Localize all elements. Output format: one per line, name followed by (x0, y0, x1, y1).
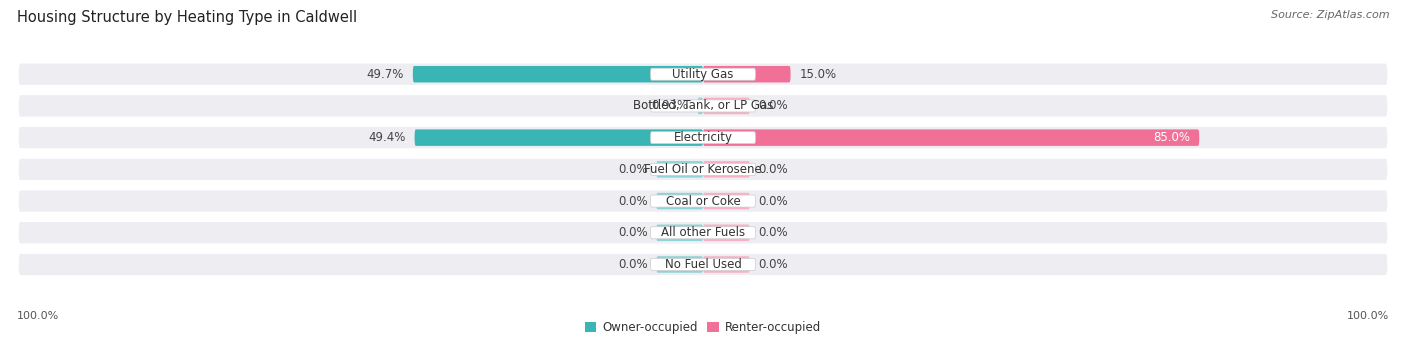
FancyBboxPatch shape (413, 66, 703, 83)
FancyBboxPatch shape (651, 227, 755, 239)
FancyBboxPatch shape (703, 193, 749, 209)
Text: 49.7%: 49.7% (367, 68, 404, 81)
FancyBboxPatch shape (17, 220, 1389, 245)
Text: 0.0%: 0.0% (758, 226, 789, 239)
FancyBboxPatch shape (651, 132, 755, 144)
Text: Utility Gas: Utility Gas (672, 68, 734, 81)
FancyBboxPatch shape (651, 195, 755, 207)
Text: 15.0%: 15.0% (800, 68, 837, 81)
Text: 0.0%: 0.0% (617, 258, 648, 271)
FancyBboxPatch shape (651, 258, 755, 270)
Text: Source: ZipAtlas.com: Source: ZipAtlas.com (1271, 10, 1389, 20)
FancyBboxPatch shape (697, 98, 703, 114)
FancyBboxPatch shape (657, 224, 703, 241)
Text: 0.0%: 0.0% (758, 258, 789, 271)
FancyBboxPatch shape (17, 93, 1389, 118)
Text: 0.93%: 0.93% (652, 100, 689, 113)
Text: Electricity: Electricity (673, 131, 733, 144)
FancyBboxPatch shape (703, 224, 749, 241)
FancyBboxPatch shape (17, 252, 1389, 277)
Text: 0.0%: 0.0% (617, 195, 648, 208)
FancyBboxPatch shape (703, 98, 749, 114)
Text: 0.0%: 0.0% (617, 163, 648, 176)
Text: 100.0%: 100.0% (17, 311, 59, 321)
FancyBboxPatch shape (17, 62, 1389, 87)
FancyBboxPatch shape (17, 189, 1389, 213)
FancyBboxPatch shape (651, 68, 755, 80)
Text: 0.0%: 0.0% (758, 195, 789, 208)
Legend: Owner-occupied, Renter-occupied: Owner-occupied, Renter-occupied (579, 316, 827, 339)
FancyBboxPatch shape (657, 161, 703, 178)
Text: 0.0%: 0.0% (617, 226, 648, 239)
FancyBboxPatch shape (17, 125, 1389, 150)
Text: All other Fuels: All other Fuels (661, 226, 745, 239)
Text: Coal or Coke: Coal or Coke (665, 195, 741, 208)
FancyBboxPatch shape (703, 256, 749, 273)
FancyBboxPatch shape (703, 161, 749, 178)
Text: No Fuel Used: No Fuel Used (665, 258, 741, 271)
FancyBboxPatch shape (703, 66, 790, 83)
Text: Bottled, Tank, or LP Gas: Bottled, Tank, or LP Gas (633, 100, 773, 113)
FancyBboxPatch shape (651, 100, 755, 112)
FancyBboxPatch shape (657, 193, 703, 209)
FancyBboxPatch shape (703, 129, 1199, 146)
Text: 49.4%: 49.4% (368, 131, 406, 144)
Text: Fuel Oil or Kerosene: Fuel Oil or Kerosene (644, 163, 762, 176)
Text: 100.0%: 100.0% (1347, 311, 1389, 321)
Text: 0.0%: 0.0% (758, 100, 789, 113)
FancyBboxPatch shape (657, 256, 703, 273)
FancyBboxPatch shape (415, 129, 703, 146)
Text: Housing Structure by Heating Type in Caldwell: Housing Structure by Heating Type in Cal… (17, 10, 357, 25)
FancyBboxPatch shape (17, 157, 1389, 182)
Text: 0.0%: 0.0% (758, 163, 789, 176)
Text: 85.0%: 85.0% (1153, 131, 1191, 144)
FancyBboxPatch shape (651, 163, 755, 175)
